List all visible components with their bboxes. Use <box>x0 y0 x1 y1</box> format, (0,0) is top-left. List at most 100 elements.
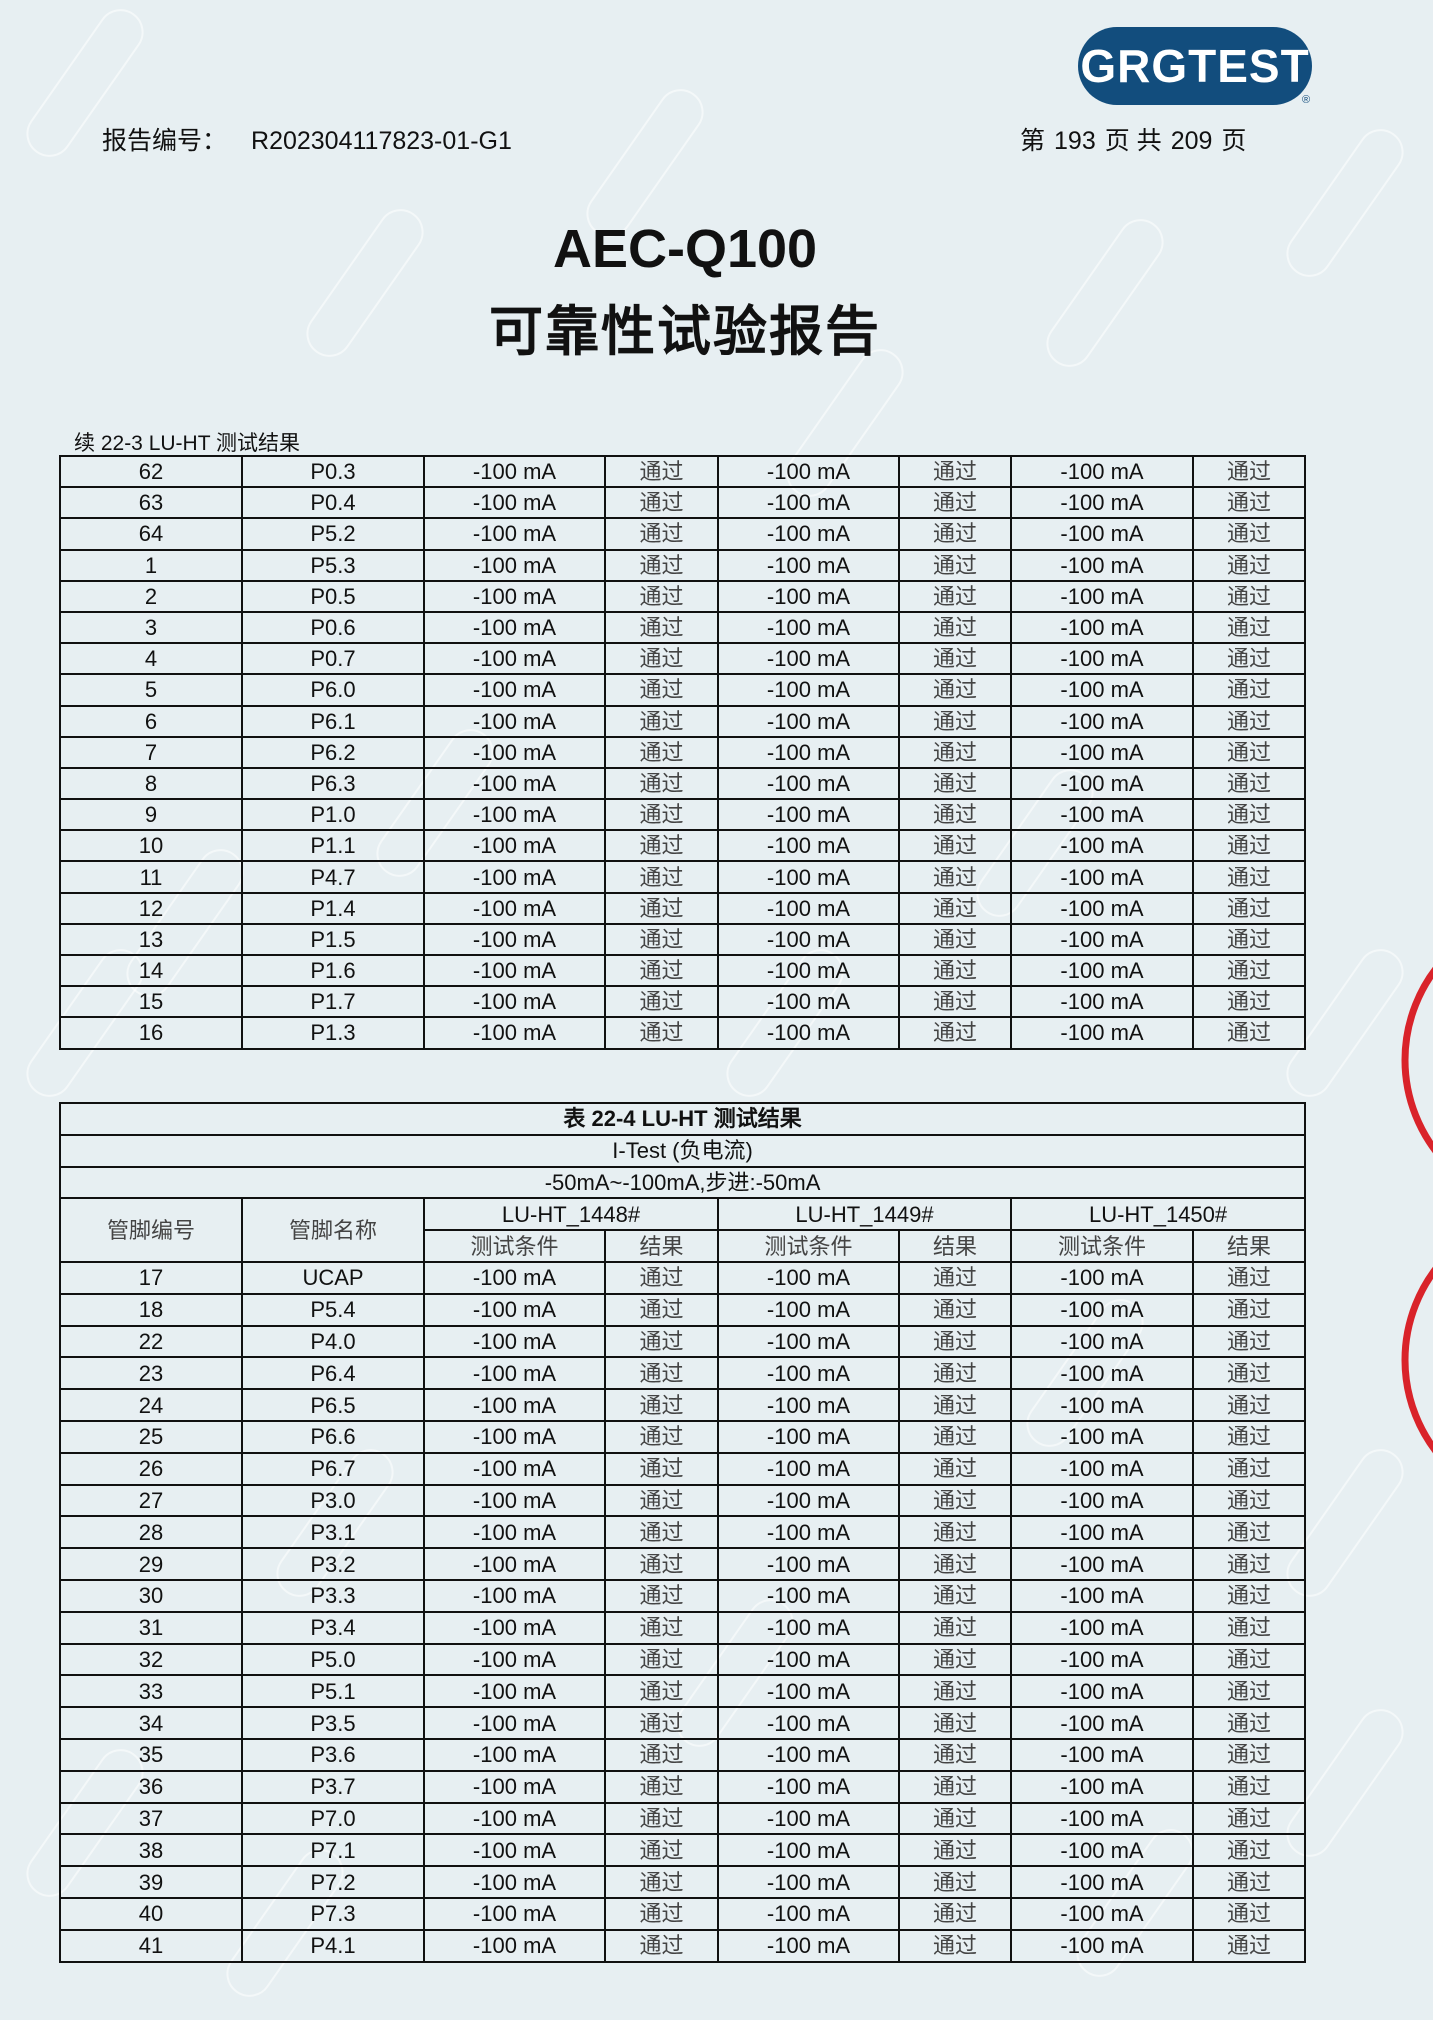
pin-name: P0.4 <box>241 486 425 520</box>
test-result: 通过 <box>1191 1419 1307 1454</box>
pin-no: 16 <box>59 1016 243 1050</box>
pin-name: P6.3 <box>241 766 425 801</box>
test-result: 通过 <box>1192 798 1306 832</box>
pin-no: 5 <box>59 673 243 707</box>
test-result: 通过 <box>898 1419 1012 1454</box>
test-condition: -100 mA <box>423 985 606 1019</box>
test-condition: -100 mA <box>423 922 606 957</box>
test-result: 通过 <box>604 1896 719 1931</box>
table-row: 2 P0.5 -100 mA 通过 -100 mA 通过 -100 mA 通过 <box>59 579 1306 613</box>
test-condition: -100 mA <box>1010 953 1194 988</box>
test-result: 通过 <box>604 1642 719 1677</box>
test-condition: -100 mA <box>717 1674 900 1709</box>
pin-no: 39 <box>59 1865 243 1899</box>
test-condition: -100 mA <box>717 1642 900 1677</box>
test-result: 通过 <box>898 1292 1012 1327</box>
test-condition: -100 mA <box>1010 1515 1194 1550</box>
page-number: 第 193 页 共 209 页 <box>1020 121 1255 157</box>
test-result: 通过 <box>1191 1483 1307 1518</box>
table2-test-type: I-Test (负电流) <box>58 1133 1307 1168</box>
test-condition: -100 mA <box>717 642 900 676</box>
table-row: 18 P5.4 -100 mA 通过 -100 mA 通过 -100 mA 通过 <box>59 1292 1307 1327</box>
pin-no: 14 <box>59 953 243 988</box>
table-row: 32 P5.0 -100 mA 通过 -100 mA 通过 -100 mA 通过 <box>59 1642 1307 1677</box>
test-condition: -100 mA <box>423 1737 606 1772</box>
test-condition: -100 mA <box>423 1356 606 1391</box>
header-condition: 测试条件 <box>1010 1229 1194 1263</box>
pin-name: P5.1 <box>241 1674 425 1709</box>
test-result: 通过 <box>898 1515 1012 1550</box>
test-condition: -100 mA <box>1010 1674 1194 1709</box>
pin-no: 35 <box>59 1737 243 1772</box>
stamp-ring <box>1401 966 1433 1154</box>
test-condition: -100 mA <box>1010 1260 1194 1295</box>
test-condition: -100 mA <box>423 860 606 894</box>
test-result: 通过 <box>604 1801 719 1836</box>
test-condition: -100 mA <box>1010 922 1194 957</box>
test-result: 通过 <box>1192 985 1306 1019</box>
pin-name: P6.1 <box>241 704 425 738</box>
test-result: 通过 <box>604 1737 719 1772</box>
pin-name: P1.3 <box>241 1016 425 1050</box>
pin-no: 7 <box>59 735 243 769</box>
report-number-label: 报告编号： <box>102 127 228 155</box>
table-row: 1 P5.3 -100 mA 通过 -100 mA 通过 -100 mA 通过 <box>59 548 1306 582</box>
pin-no: 62 <box>59 454 243 489</box>
pin-name: P6.5 <box>241 1388 425 1422</box>
test-condition: -100 mA <box>717 1865 900 1899</box>
table-22-3-continued: 62 P0.3 -100 mA 通过 -100 mA 通过 -100 mA 通过 63 P0.4-… <box>59 454 1306 1050</box>
test-condition: -100 mA <box>423 1388 606 1422</box>
test-condition: -100 mA <box>1010 1292 1194 1327</box>
test-result: 通过 <box>604 1547 719 1581</box>
pin-name: P6.0 <box>241 673 425 707</box>
test-condition: -100 mA <box>423 1324 606 1359</box>
test-condition: -100 mA <box>717 1260 900 1295</box>
table-row: 3 P0.6 -100 mA 通过 -100 mA 通过 -100 mA 通过 <box>59 610 1306 645</box>
pin-name: P0.3 <box>241 454 425 489</box>
test-result: 通过 <box>604 1451 719 1486</box>
table-row: 10 P1.1 -100 mA 通过 -100 mA 通过 -100 mA 通过 <box>59 829 1306 863</box>
test-condition: -100 mA <box>717 704 900 738</box>
pin-no: 23 <box>59 1356 243 1391</box>
test-result: 通过 <box>1191 1388 1307 1422</box>
pin-name: P1.6 <box>241 953 425 988</box>
test-result: 通过 <box>1191 1356 1307 1391</box>
pin-name: P5.4 <box>241 1292 425 1327</box>
test-condition: -100 mA <box>1010 1642 1194 1677</box>
test-result: 通过 <box>1191 1547 1307 1581</box>
test-condition: -100 mA <box>1010 1388 1194 1422</box>
pin-no: 40 <box>59 1896 243 1931</box>
table-row: 15 P1.7 -100 mA 通过 -100 mA 通过 -100 mA 通过 <box>59 985 1306 1019</box>
test-result: 通过 <box>898 829 1012 863</box>
test-condition: -100 mA <box>423 486 606 520</box>
test-result: 通过 <box>1192 922 1306 957</box>
test-condition: -100 mA <box>1010 891 1194 925</box>
test-result: 通过 <box>604 1610 719 1645</box>
pin-no: 11 <box>59 860 243 894</box>
table-row: 39 P7.2 -100 mA 通过 -100 mA 通过 -100 mA 通过 <box>59 1865 1307 1899</box>
test-condition: -100 mA <box>423 1578 606 1613</box>
test-result: 通过 <box>898 1483 1012 1518</box>
pin-name: P0.5 <box>241 579 425 613</box>
header-pin-name: 管脚名称 <box>241 1197 425 1263</box>
table-row: 26 P6.7 -100 mA 通过 -100 mA 通过 -100 mA 通过 <box>59 1451 1307 1486</box>
test-condition: -100 mA <box>1010 1769 1194 1804</box>
registered-mark-icon: ® <box>1302 94 1311 106</box>
test-condition: -100 mA <box>1010 1737 1194 1772</box>
test-result: 通过 <box>1191 1769 1307 1804</box>
table-row: 24 P6.5 -100 mA 通过 -100 mA 通过 -100 mA 通过 <box>59 1388 1307 1422</box>
test-condition: -100 mA <box>423 1260 606 1295</box>
test-condition: -100 mA <box>717 486 900 520</box>
pin-no: 22 <box>59 1324 243 1359</box>
test-result: 通过 <box>898 1737 1012 1772</box>
pin-name: P6.4 <box>241 1356 425 1391</box>
pin-name: P1.5 <box>241 922 425 957</box>
test-condition: -100 mA <box>1010 1833 1194 1868</box>
pin-no: 64 <box>59 517 243 551</box>
test-result: 通过 <box>604 1260 719 1295</box>
test-condition: -100 mA <box>423 891 606 925</box>
test-condition: -100 mA <box>423 1547 606 1581</box>
pin-no: 41 <box>59 1928 243 1963</box>
test-result: 通过 <box>898 1769 1012 1804</box>
table-row: 63 P0.4 -100 mA 通过 -100 mA 通过 -100 mA 通过 <box>59 486 1306 520</box>
